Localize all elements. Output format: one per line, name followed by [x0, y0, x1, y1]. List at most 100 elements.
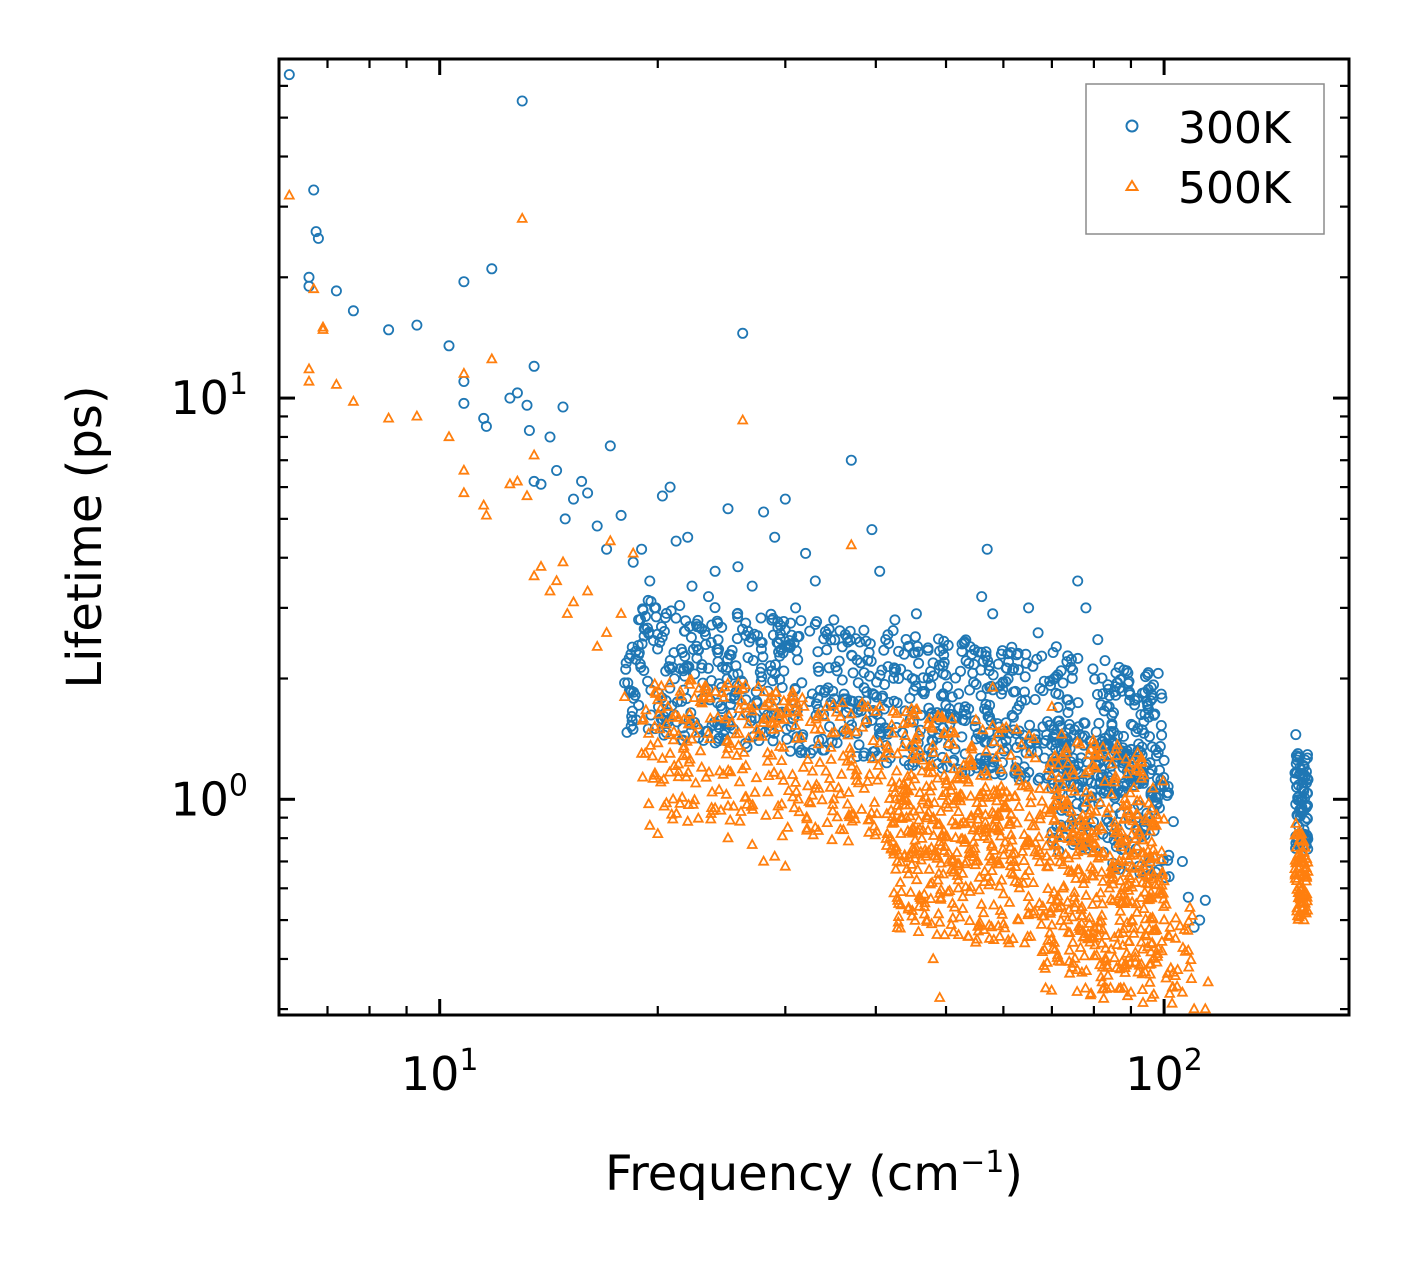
point-500K [709, 685, 722, 696]
point-500K [690, 718, 703, 730]
point-300K [640, 610, 652, 622]
point-500K [637, 711, 650, 723]
point-500K [813, 756, 826, 767]
point-300K [752, 630, 764, 642]
legend-marker-500K [1124, 179, 1140, 191]
point-500K [672, 711, 685, 722]
point-300K [709, 602, 721, 614]
point-500K [695, 760, 708, 772]
point-300K [914, 724, 926, 736]
point-300K [644, 575, 656, 587]
point-500K [689, 776, 702, 788]
point-300K [860, 635, 872, 647]
point-300K [1145, 682, 1157, 694]
point-500K [933, 991, 946, 1002]
point-500K [787, 695, 800, 707]
point-500K [1099, 929, 1112, 940]
point-500K [1132, 824, 1145, 836]
point-300K [1167, 816, 1179, 828]
point-300K [755, 643, 767, 655]
point-500K [1114, 904, 1127, 916]
point-300K [958, 704, 970, 716]
point-500K [826, 798, 839, 809]
point-300K [700, 639, 712, 651]
point-300K [1054, 720, 1066, 732]
point-500K [980, 769, 993, 781]
point-300K [633, 699, 645, 711]
point-500K [1157, 774, 1169, 786]
point-300K [689, 668, 701, 680]
point-300K [652, 643, 664, 655]
point-500K [1156, 865, 1169, 877]
point-500K [916, 753, 929, 765]
point-500K [953, 910, 966, 922]
point-500K [938, 726, 950, 737]
point-300K [852, 677, 864, 689]
point-300K [312, 232, 324, 244]
point-500K [1151, 812, 1164, 823]
point-300K [829, 634, 841, 646]
point-500K [1011, 816, 1023, 828]
point-500K [906, 826, 919, 838]
point-300K [627, 556, 639, 568]
point-300K [1300, 799, 1312, 811]
point-500K [928, 796, 941, 807]
point-500K [1137, 768, 1150, 780]
point-300K [685, 631, 697, 643]
point-500K [1045, 918, 1058, 930]
point-300K [812, 646, 824, 658]
point-500K [934, 805, 947, 816]
point-500K [705, 807, 718, 818]
point-500K [1294, 867, 1307, 879]
point-500K [1080, 835, 1093, 847]
point-500K [830, 705, 843, 717]
point-300K [1176, 856, 1188, 868]
point-500K [1066, 956, 1079, 968]
point-300K [627, 723, 639, 735]
point-500K [1060, 746, 1073, 757]
point-500K [1004, 815, 1016, 826]
point-300K [925, 666, 937, 678]
point-300K [1050, 687, 1062, 699]
point-500K [962, 775, 975, 787]
point-300K [976, 591, 988, 603]
point-500K [1103, 801, 1115, 813]
point-500K [735, 693, 748, 705]
point-300K [1039, 752, 1051, 764]
point-500K [1125, 812, 1138, 823]
point-500K [858, 782, 871, 793]
point-500K [762, 769, 775, 780]
point-500K [896, 793, 909, 805]
point-500K [979, 815, 992, 827]
point-500K [642, 797, 655, 809]
point-500K [776, 829, 789, 841]
point-500K [1010, 722, 1023, 734]
point-300K [830, 661, 842, 673]
point-300K [1158, 780, 1170, 792]
point-500K [1095, 914, 1108, 926]
point-300K [766, 614, 778, 626]
point-500K [694, 744, 707, 756]
point-500K [887, 705, 900, 716]
point-500K [940, 797, 952, 809]
point-500K [1108, 772, 1121, 783]
point-300K [813, 665, 825, 677]
point-500K [938, 928, 951, 940]
point-500K [674, 684, 687, 696]
point-500K [963, 752, 976, 763]
point-300K [853, 739, 865, 751]
point-500K [931, 709, 944, 720]
point-500K [774, 768, 787, 780]
point-500K [1188, 1002, 1201, 1014]
point-500K [1289, 828, 1302, 840]
point-500K [1033, 855, 1046, 867]
point-300K [670, 535, 682, 547]
point-500K [1112, 858, 1125, 870]
point-500K [988, 735, 1001, 747]
point-500K [767, 723, 780, 734]
point-300K [1001, 662, 1013, 674]
point-500K [922, 766, 935, 778]
point-500K [1148, 817, 1161, 829]
point-500K [1160, 971, 1173, 983]
